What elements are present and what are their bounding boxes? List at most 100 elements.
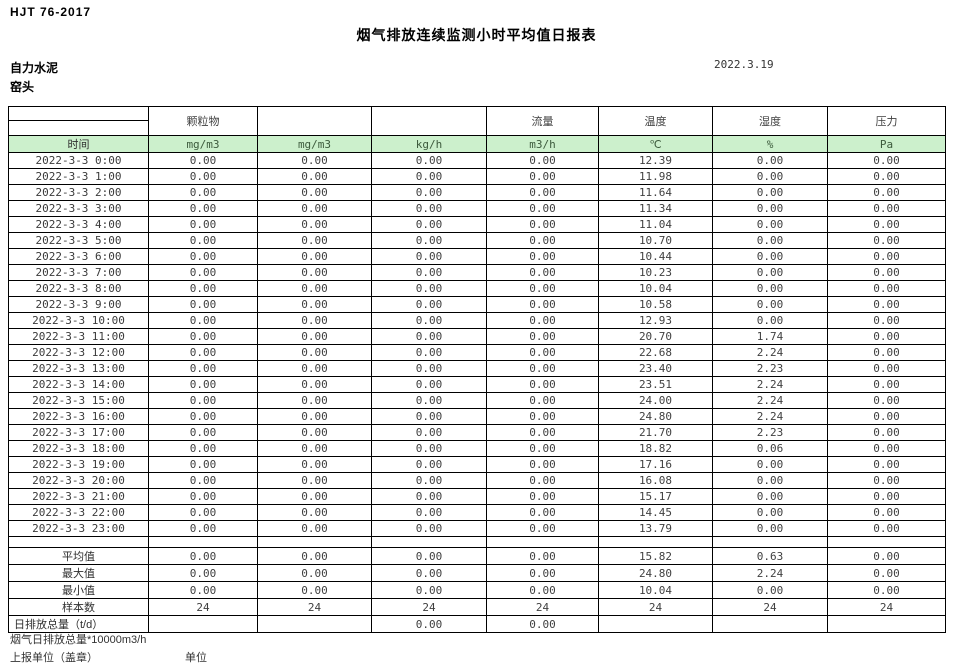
value-cell: 0.00 [827, 168, 946, 185]
value-cell: 0.00 [148, 440, 258, 457]
time-cell: 2022-3-3 19:00 [8, 456, 149, 473]
summary-value-cell: 0.00 [827, 547, 946, 565]
value-cell: 11.98 [598, 168, 713, 185]
summary-label: 样本数 [8, 598, 149, 616]
summary-value-cell [257, 615, 372, 633]
value-cell: 23.51 [598, 376, 713, 393]
unit-celsius: ℃ [598, 135, 713, 153]
value-cell: 16.08 [598, 472, 713, 489]
summary-value-cell: 0.00 [371, 581, 487, 599]
time-cell: 2022-3-3 8:00 [8, 280, 149, 297]
value-cell: 0.00 [257, 456, 372, 473]
summary-value-cell: 0.63 [712, 547, 828, 565]
value-cell: 0.00 [257, 184, 372, 201]
value-cell: 20.70 [598, 328, 713, 345]
value-cell: 0.00 [827, 392, 946, 409]
summary-value-cell: 0.00 [148, 564, 258, 582]
value-cell: 0.00 [257, 296, 372, 313]
value-cell: 0.00 [148, 280, 258, 297]
value-cell: 0.00 [486, 472, 599, 489]
value-cell: 0.00 [827, 248, 946, 265]
time-header-spacer-bottom [8, 120, 149, 136]
value-cell: 17.16 [598, 456, 713, 473]
value-cell: 0.00 [712, 520, 828, 537]
table-row: 2022-3-3 6:00 0.00 0.00 0.00 0.00 10.44 0.00 0.… [8, 248, 946, 265]
summary-row: 最大值 0.00 0.00 0.00 0.00 24.80 2.24 0.00 [8, 564, 946, 582]
time-header-spacer-top [8, 106, 149, 121]
time-cell: 2022-3-3 13:00 [8, 360, 149, 377]
value-cell: 0.00 [148, 168, 258, 185]
value-cell: 0.00 [148, 248, 258, 265]
value-cell: 0.00 [712, 488, 828, 505]
value-cell: 0.00 [257, 392, 372, 409]
table-row: 2022-3-3 19:00 0.00 0.00 0.00 0.00 17.16 0.00 0… [8, 456, 946, 473]
value-cell: 0.00 [827, 152, 946, 169]
value-cell: 0.00 [371, 312, 487, 329]
value-cell: 0.00 [371, 488, 487, 505]
summary-row: 样本数 24 24 24 24 24 24 24 [8, 598, 946, 616]
empty-cell [257, 536, 372, 548]
empty-cell [598, 536, 713, 548]
value-cell: 0.00 [712, 168, 828, 185]
value-cell: 0.00 [257, 488, 372, 505]
value-cell: 0.00 [148, 376, 258, 393]
time-cell: 2022-3-3 3:00 [8, 200, 149, 217]
summary-row: 最小值 0.00 0.00 0.00 0.00 10.04 0.00 0.00 [8, 581, 946, 599]
time-cell: 2022-3-3 17:00 [8, 424, 149, 441]
value-cell: 2.24 [712, 392, 828, 409]
report-title: 烟气排放连续监测小时平均值日报表 [356, 27, 597, 43]
value-cell: 2.23 [712, 424, 828, 441]
value-cell: 0.00 [827, 216, 946, 233]
value-cell: 0.00 [371, 232, 487, 249]
summary-value-cell: 0.00 [486, 615, 599, 633]
summary-value-cell: 0.00 [486, 581, 599, 599]
table-row: 2022-3-3 3:00 0.00 0.00 0.00 0.00 11.34 0.00 0.… [8, 200, 946, 217]
group-header-pressure: 压力 [827, 106, 946, 136]
time-cell: 2022-3-3 9:00 [8, 296, 149, 313]
summary-row: 日排放总量（t/d） 0.00 0.00 [8, 615, 946, 633]
value-cell: 0.00 [257, 328, 372, 345]
value-cell: 21.70 [598, 424, 713, 441]
value-cell: 15.17 [598, 488, 713, 505]
value-cell: 0.00 [712, 184, 828, 201]
time-cell: 2022-3-3 12:00 [8, 344, 149, 361]
value-cell: 0.00 [148, 184, 258, 201]
value-cell: 0.00 [827, 264, 946, 281]
value-cell: 0.00 [257, 360, 372, 377]
spacer-row [8, 536, 946, 548]
table-row: 2022-3-3 13:00 0.00 0.00 0.00 0.00 23.40 2.23 0… [8, 360, 946, 377]
group-header-flow: 流量 [486, 106, 599, 136]
value-cell: 0.00 [827, 344, 946, 361]
value-cell: 0.06 [712, 440, 828, 457]
unit-m3h: m3/h [486, 135, 599, 153]
table-row: 2022-3-3 2:00 0.00 0.00 0.00 0.00 11.64 0.00 0.… [8, 184, 946, 201]
value-cell: 0.00 [712, 456, 828, 473]
value-cell: 0.00 [827, 232, 946, 249]
value-cell: 0.00 [371, 280, 487, 297]
time-cell: 2022-3-3 4:00 [8, 216, 149, 233]
value-cell: 0.00 [257, 344, 372, 361]
time-cell: 2022-3-3 22:00 [8, 504, 149, 521]
value-cell: 0.00 [371, 376, 487, 393]
summary-value-cell: 0.00 [827, 581, 946, 599]
value-cell: 14.45 [598, 504, 713, 521]
time-cell: 2022-3-3 11:00 [8, 328, 149, 345]
value-cell: 0.00 [257, 152, 372, 169]
value-cell: 11.64 [598, 184, 713, 201]
summary-value-cell: 10.04 [598, 581, 713, 599]
summary-value-cell: 24 [827, 598, 946, 616]
summary-label: 最小值 [8, 581, 149, 599]
value-cell: 0.00 [486, 360, 599, 377]
time-cell: 2022-3-3 15:00 [8, 392, 149, 409]
summary-value-cell: 0.00 [371, 547, 487, 565]
value-cell: 0.00 [486, 456, 599, 473]
value-cell: 0.00 [371, 392, 487, 409]
value-cell: 0.00 [486, 440, 599, 457]
value-cell: 0.00 [712, 280, 828, 297]
time-cell: 2022-3-3 1:00 [8, 168, 149, 185]
value-cell: 0.00 [257, 200, 372, 217]
value-cell: 0.00 [827, 328, 946, 345]
value-cell: 0.00 [257, 280, 372, 297]
value-cell: 0.00 [827, 280, 946, 297]
value-cell: 0.00 [371, 424, 487, 441]
